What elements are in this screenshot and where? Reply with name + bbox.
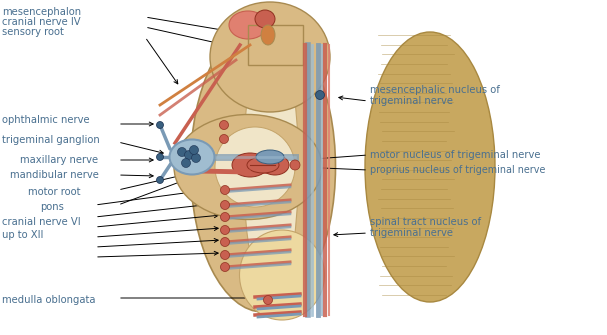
Circle shape [157,153,163,160]
Text: spinal tract nucleus of: spinal tract nucleus of [370,217,481,227]
Circle shape [220,134,228,143]
Text: cranial nerve IV: cranial nerve IV [2,17,81,27]
Bar [248,25,303,65]
Ellipse shape [243,32,299,302]
Text: motor nucleus of trigeminal nerve: motor nucleus of trigeminal nerve [370,150,540,160]
Circle shape [220,263,229,271]
Ellipse shape [229,11,267,39]
Text: maxillary nerve: maxillary nerve [20,155,98,165]
Ellipse shape [240,230,325,320]
Circle shape [220,186,229,195]
Circle shape [316,90,325,99]
Text: motor root: motor root [28,187,81,197]
Ellipse shape [232,153,268,177]
Text: mandibular nerve: mandibular nerve [10,170,99,180]
Text: sensory root: sensory root [2,27,64,37]
Circle shape [290,160,300,170]
Ellipse shape [210,2,330,112]
Ellipse shape [365,32,495,302]
Circle shape [220,238,229,247]
Text: ophthalmic nerve: ophthalmic nerve [2,115,90,125]
Circle shape [191,153,200,162]
Circle shape [220,201,229,209]
Circle shape [157,177,163,184]
Circle shape [157,122,163,129]
Circle shape [185,150,194,159]
Text: cranial nerve VI: cranial nerve VI [2,217,81,227]
Ellipse shape [255,10,275,28]
Text: medulla oblongata: medulla oblongata [2,295,95,305]
Text: up to XII: up to XII [2,230,43,240]
Ellipse shape [169,139,214,175]
Text: trigeminal nerve: trigeminal nerve [370,96,453,106]
Circle shape [220,251,229,260]
Text: trigeminal nerve: trigeminal nerve [370,228,453,238]
Text: mesencephalon: mesencephalon [2,7,81,17]
Ellipse shape [261,25,275,45]
Ellipse shape [215,127,295,207]
Text: mesencephalic nucleus of: mesencephalic nucleus of [370,85,500,95]
Text: pons: pons [40,202,64,212]
Ellipse shape [261,155,289,175]
Text: proprius nucleus of trigeminal nerve: proprius nucleus of trigeminal nerve [370,165,545,175]
Circle shape [263,295,273,305]
Circle shape [181,158,191,168]
Ellipse shape [256,150,284,164]
Ellipse shape [247,157,279,173]
Circle shape [220,121,228,130]
Ellipse shape [174,115,322,219]
Circle shape [220,212,229,221]
Circle shape [220,225,229,234]
Circle shape [177,147,186,156]
Circle shape [189,145,198,154]
Ellipse shape [191,22,336,312]
Text: trigeminal ganglion: trigeminal ganglion [2,135,100,145]
